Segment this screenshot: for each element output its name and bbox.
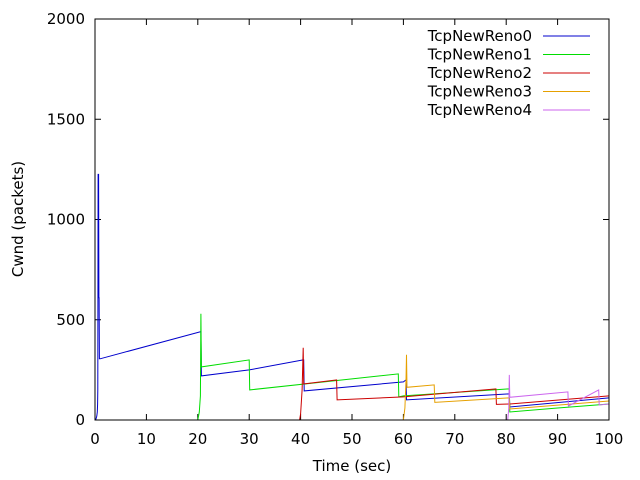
series-line-tcpnewreno2 <box>299 347 610 421</box>
series-line-tcpnewreno4 <box>507 374 610 421</box>
x-tick-label: 60 <box>394 430 413 448</box>
x-tick-label: 50 <box>342 430 361 448</box>
plot-series <box>94 173 610 421</box>
y-axis-label: Cwnd (packets) <box>9 161 27 277</box>
x-axis-label: Time (sec) <box>312 457 391 475</box>
y-tick-label: 0 <box>75 411 85 429</box>
x-tick-label: 0 <box>90 430 100 448</box>
series-line-tcpnewreno0 <box>94 173 610 421</box>
x-tick-label: 20 <box>188 430 207 448</box>
x-tick-label: 70 <box>445 430 464 448</box>
x-tick-label: 80 <box>497 430 516 448</box>
y-tick-label: 500 <box>56 311 85 329</box>
legend-entry-label: TcpNewReno0 <box>427 27 532 45</box>
legend-entry-label: TcpNewReno1 <box>427 46 532 64</box>
legend-entry-label: TcpNewReno2 <box>427 64 532 82</box>
x-tick-label: 40 <box>291 430 310 448</box>
y-tick-label: 1500 <box>47 110 85 128</box>
x-tick-label: 10 <box>137 430 156 448</box>
x-tick-label: 100 <box>595 430 624 448</box>
legend: TcpNewReno0TcpNewReno1TcpNewReno2TcpNewR… <box>427 27 590 119</box>
y-tick-label: 1000 <box>47 211 85 229</box>
plot-frame <box>94 18 610 421</box>
series-line-tcpnewreno3 <box>402 354 610 421</box>
legend-entry-label: TcpNewReno3 <box>427 83 532 101</box>
x-tick-label: 90 <box>548 430 567 448</box>
legend-entry-label: TcpNewReno4 <box>427 101 532 119</box>
y-tick-label: 2000 <box>47 10 85 28</box>
x-tick-label: 30 <box>240 430 259 448</box>
